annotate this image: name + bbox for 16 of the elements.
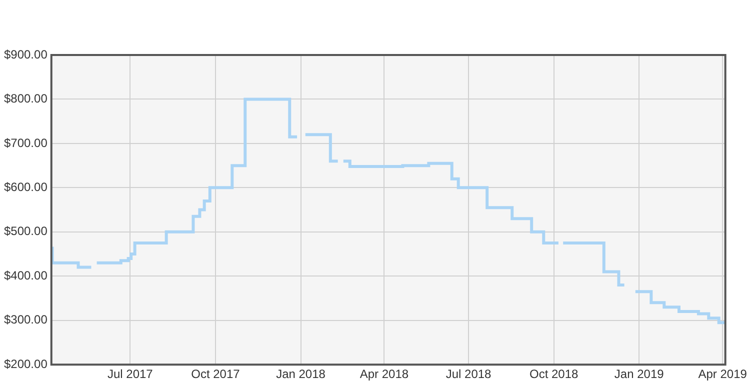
x-tick-label: Apr 2018 bbox=[360, 367, 409, 382]
x-tick-label: Jul 2018 bbox=[446, 367, 492, 382]
y-tick-label: $900.00 bbox=[4, 47, 48, 62]
x-tick-label: Jan 2019 bbox=[614, 367, 664, 382]
x-tick-label: Oct 2018 bbox=[529, 367, 579, 382]
y-tick-label: $200.00 bbox=[4, 356, 48, 371]
x-tick-label: Jul 2017 bbox=[107, 367, 154, 382]
y-tick-label: $600.00 bbox=[4, 180, 48, 194]
y-tick-label: $500.00 bbox=[4, 224, 48, 238]
x-tick-label: Apr 2019 bbox=[698, 367, 748, 382]
y-tick-label: $300.00 bbox=[4, 312, 48, 327]
x-tick-label: Oct 2017 bbox=[191, 367, 240, 382]
y-tick-label: $700.00 bbox=[4, 136, 48, 150]
y-tick-label: $400.00 bbox=[4, 268, 48, 282]
y-tick-label: $800.00 bbox=[4, 92, 48, 106]
x-tick-label: Jan 2018 bbox=[276, 367, 326, 382]
